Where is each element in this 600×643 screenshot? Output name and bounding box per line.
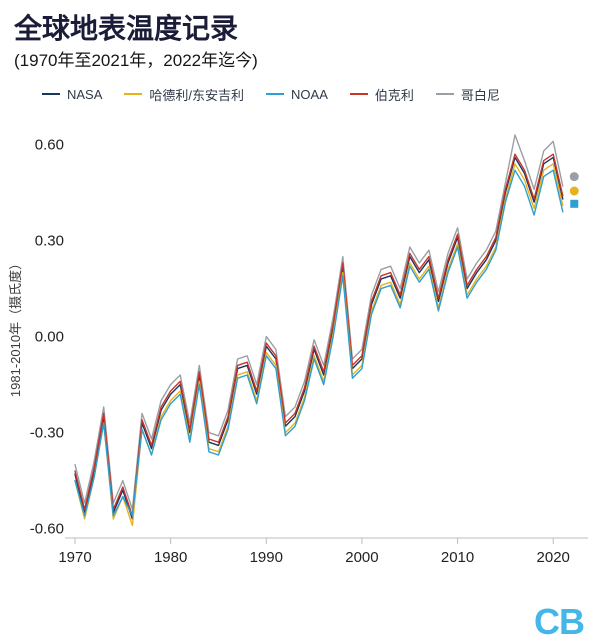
legend-swatch [124,93,143,95]
series-line [74,163,564,527]
x-tick-label: 1980 [154,549,187,566]
x-tick-label: 1970 [58,549,91,566]
legend-item: 哥白尼 [435,85,500,104]
series-line [74,153,564,517]
y-axis-label: 1981-2010年（摄氏度） [8,257,23,397]
carbonbrief-logo: CB [534,601,585,642]
series-line [74,169,564,517]
y-tick-label: 0.60 [35,137,64,154]
x-tick-label: 2020 [537,549,570,566]
legend-item: NOAA [266,87,328,102]
legend-swatch [42,93,60,95]
legend-item-label: NASA [67,86,103,102]
page-title: 全球地表温度记录 [14,13,239,44]
legend-item: 哈德利/东安吉利 [124,85,244,104]
ytd-marker-square [570,199,579,208]
series-line [74,134,564,511]
legend-swatch [435,93,454,95]
series-line [74,156,564,520]
legend-swatch [349,93,368,95]
temperature-chart: 1970 1980 1990 2000 2010 2020 0.60 0.30 0.00 -0.3… [8,134,588,566]
y-tick-label: -0.30 [30,425,64,442]
legend-item-label: 哈德利/东安吉利 [149,87,245,103]
y-tick-label: 0.00 [35,329,64,346]
x-tick-label: 2000 [345,549,378,566]
chart-area: 1970 1980 1990 2000 2010 2020 0.60 0.30 0.00 -0.3… [0,107,600,642]
page-subtitle: (1970年至2021年，2022年迄今) [14,51,258,70]
x-tick-label: 2010 [441,549,474,566]
x-tick-label: 1990 [250,549,283,566]
legend: NASA 哈德利/东安吉利 NOAA 伯克利 哥白尼 [42,85,600,103]
legend-item-label: 伯克利 [374,87,414,103]
y-tick-label: -0.60 [30,521,64,538]
legend-item-label: 哥白尼 [460,87,500,103]
legend-item: NASA [42,87,102,102]
legend-item: 伯克利 [349,85,414,104]
legend-item-label: NOAA [291,86,328,102]
legend-swatch [266,93,285,95]
ytd-marker-circle [569,172,579,182]
y-tick-label: 0.30 [35,233,64,250]
chart-header: 全球地表温度记录 (1970年至2021年，2022年迄今) [0,0,600,73]
ytd-marker-circle [569,186,579,196]
